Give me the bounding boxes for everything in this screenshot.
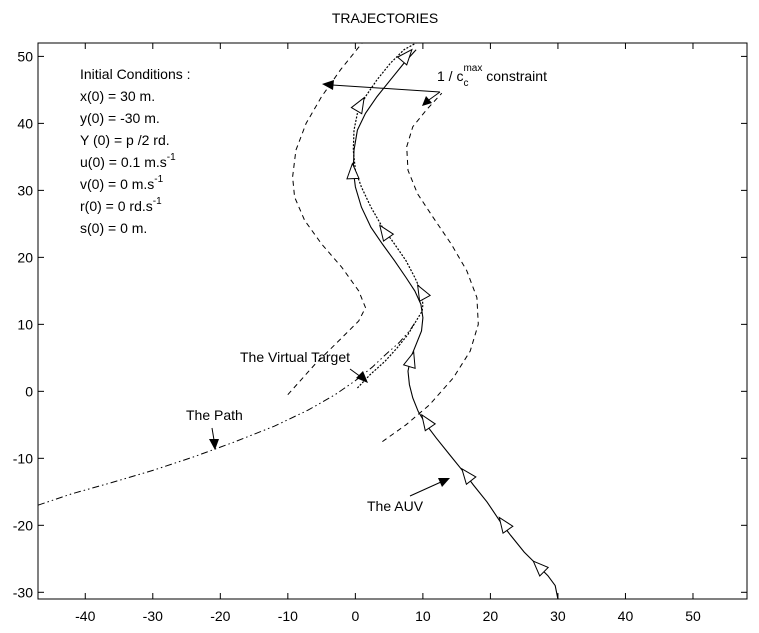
series-path: [37, 320, 417, 506]
x-tick-label: -20: [210, 608, 230, 624]
initial-conditions-lines: x(0) = 30 m. y(0) = -30 m. Y (0) = p /2 rd…: [80, 88, 176, 236]
auv-marker: [532, 560, 550, 577]
virtual-target-label: The Virtual Target: [240, 349, 350, 365]
constraint-annotation: 1 / cc max constraint: [322, 63, 547, 106]
y-tick-label: 20: [17, 249, 33, 265]
initial-condition-line: v(0) = 0 m.s-1: [80, 174, 164, 192]
constraint-arrow-right-head: [422, 96, 432, 106]
y-axis: -30 -20 -10 0 10 20 30 40 50: [13, 48, 747, 600]
y-tick-label: 40: [17, 115, 33, 131]
x-tick-label: 40: [618, 608, 634, 624]
path-annotation: The Path: [186, 407, 243, 450]
virtual-target-arrow-head: [356, 371, 368, 383]
constraint-arrow-left-head: [322, 80, 334, 90]
path-arrow-head: [209, 439, 219, 450]
constraint-sup: max: [463, 63, 482, 74]
x-tick-label: 30: [550, 608, 566, 624]
x-tick-label: -30: [143, 608, 163, 624]
x-tick-label: 20: [483, 608, 499, 624]
constraint-sub: c: [463, 78, 468, 89]
constraint-arrow-left-shaft: [331, 84, 441, 93]
x-tick-label: 50: [685, 608, 701, 624]
path-arrow-shaft: [211, 427, 215, 441]
auv-marker: [379, 224, 395, 242]
y-tick-label: -20: [13, 517, 33, 533]
y-tick-label: 30: [17, 182, 33, 198]
auv-marker: [350, 96, 365, 115]
initial-condition-line: u(0) = 0.1 m.s-1: [80, 152, 176, 170]
auv-annotation: The AUV: [367, 478, 450, 514]
auv-label: The AUV: [367, 498, 424, 514]
auv-marker: [421, 413, 437, 432]
x-tick-label: 0: [351, 608, 359, 624]
y-tick-label: -30: [13, 584, 33, 600]
auv-arrow-head: [438, 478, 450, 487]
virtual-target-annotation: The Virtual Target: [240, 349, 368, 383]
series-constraint-left: [287, 42, 367, 396]
initial-condition-line: s(0) = 0 m.: [80, 220, 147, 236]
auv-marker: [416, 284, 432, 303]
initial-condition-line: Y (0) = p /2 rd.: [80, 132, 170, 148]
auv-marker: [402, 350, 416, 370]
auv-markers: [346, 48, 550, 577]
constraint-label: 1 / cc max constraint: [437, 63, 547, 89]
auv-marker: [396, 48, 413, 66]
x-tick-label: -10: [278, 608, 298, 624]
y-tick-label: 50: [17, 48, 33, 64]
chart-title: TRAJECTORIES: [332, 10, 438, 26]
constraint-suffix: constraint: [482, 68, 547, 84]
auv-marker: [498, 516, 514, 535]
x-axis: -40 -30 -20 -10 0 10 20 30 40 50: [75, 43, 701, 624]
series-layer: [37, 42, 559, 600]
initial-condition-line: y(0) = -30 m.: [80, 110, 160, 126]
series-constraint-right: [382, 92, 479, 443]
x-tick-label: 10: [415, 608, 431, 624]
auv-arrow-shaft: [409, 481, 442, 497]
series-auv: [352, 49, 559, 600]
y-tick-label: 10: [17, 316, 33, 332]
y-tick-label: 0: [25, 383, 33, 399]
initial-condition-line: r(0) = 0 rd.s-1: [80, 196, 162, 214]
auv-marker: [461, 467, 477, 486]
initial-conditions-heading: Initial Conditions :: [80, 66, 191, 82]
y-tick-label: -10: [13, 450, 33, 466]
plot-frame: [37, 42, 748, 600]
initial-condition-line: x(0) = 30 m.: [80, 88, 155, 104]
auv-marker: [346, 162, 360, 180]
initial-conditions: Initial Conditions : x(0) = 30 m. y(0) = …: [80, 66, 191, 236]
x-tick-label: -40: [75, 608, 95, 624]
series-virtual-target: [352, 42, 424, 389]
constraint-prefix: 1 / c: [437, 68, 463, 84]
path-label: The Path: [186, 407, 243, 423]
